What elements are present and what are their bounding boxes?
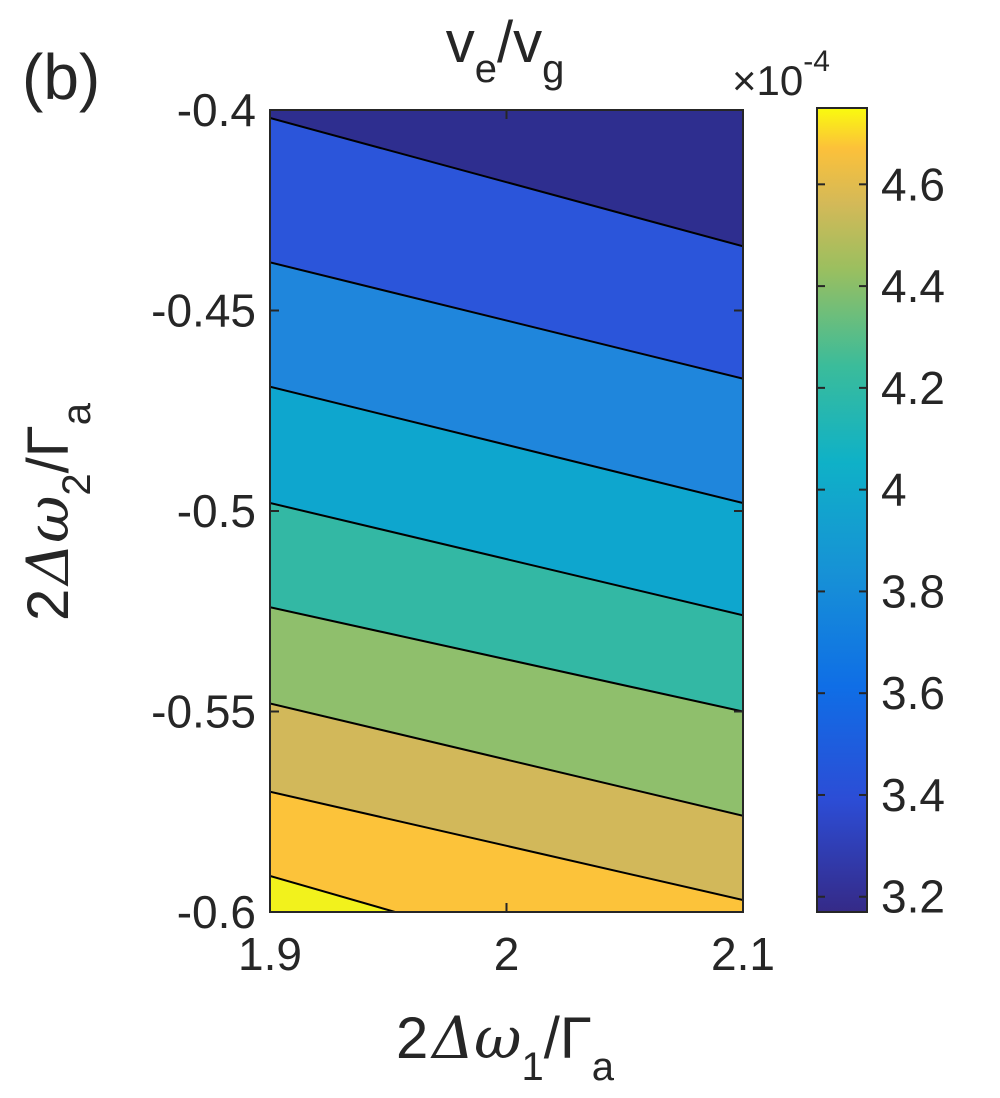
contour-line bbox=[270, 790, 743, 901]
y-tick-label: -0.45 bbox=[151, 285, 256, 337]
colorbar-tick-label: 3.8 bbox=[881, 565, 945, 617]
colorbar-gradient bbox=[816, 107, 868, 913]
contour-line bbox=[270, 261, 743, 380]
contour-line bbox=[270, 117, 743, 248]
contour-line bbox=[270, 502, 743, 617]
colorbar: 3.2 3.4 3.6 3.8 4 4.2 4.4 4.6 ×10-4 bbox=[732, 45, 945, 923]
colorbar-tick-label: 4.2 bbox=[881, 362, 945, 414]
colorbar-tick-label: 3.4 bbox=[881, 769, 945, 821]
contour-line bbox=[270, 606, 743, 713]
colorbar-tick-label: 3.2 bbox=[881, 871, 945, 923]
y-tick-label: -0.5 bbox=[177, 485, 256, 537]
y-axis-label: 2Δω2/Γa bbox=[14, 402, 99, 621]
chart-title: ve/vg bbox=[446, 10, 565, 91]
panel-label: (b) bbox=[22, 41, 100, 113]
colorbar-tick-label: 3.6 bbox=[881, 667, 945, 719]
x-axis-label: 2Δω1/Γa bbox=[396, 1004, 615, 1089]
contour-line bbox=[270, 702, 743, 817]
colorbar-tick-label: 4.4 bbox=[881, 260, 945, 312]
x-tick-label: 1.9 bbox=[238, 928, 302, 980]
plot-area bbox=[269, 109, 744, 913]
y-tick-label: -0.4 bbox=[177, 84, 256, 136]
colorbar-multiplier: ×10-4 bbox=[732, 45, 830, 104]
colorbar-tick-label: 4 bbox=[881, 464, 907, 516]
y-tick-label: -0.55 bbox=[151, 686, 256, 738]
x-tick-label: 2.1 bbox=[711, 928, 775, 980]
colorbar-tick-label: 4.6 bbox=[881, 158, 945, 210]
y-tick-label: -0.6 bbox=[177, 886, 256, 938]
contour-band bbox=[270, 110, 743, 247]
x-tick-label: 2 bbox=[494, 928, 520, 980]
contour-line bbox=[270, 385, 743, 504]
contour-line bbox=[270, 874, 399, 912]
